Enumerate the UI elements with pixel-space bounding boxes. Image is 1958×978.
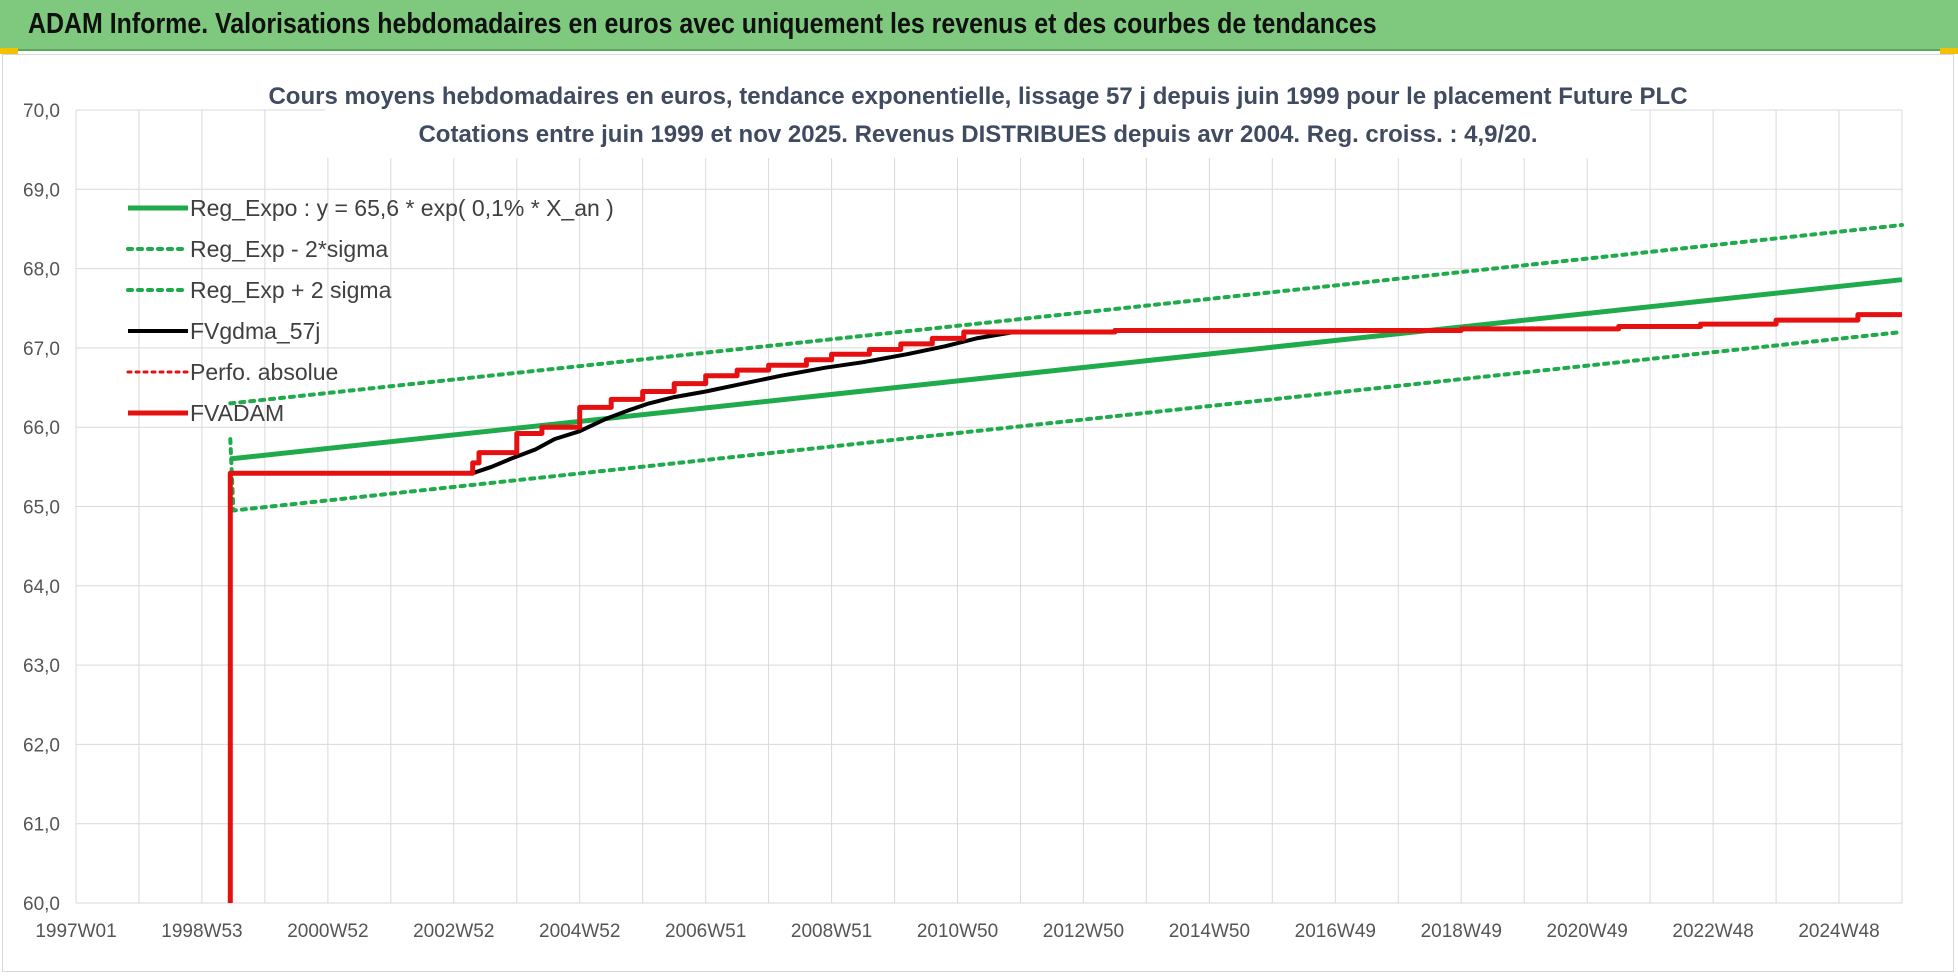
- x-tick-label: 2016W49: [1295, 921, 1376, 942]
- chart-title-box: Cours moyens hebdomadaires en euros, ten…: [268, 72, 1688, 158]
- page-title: ADAM Informe. Valorisations hebdomadaire…: [28, 8, 1377, 40]
- series-line-1: [228, 330, 1904, 513]
- corner-mark-right: [1940, 48, 1958, 54]
- y-tick-label: 61,0: [23, 815, 60, 836]
- y-tick-label: 66,0: [23, 418, 60, 439]
- series-line-2: [228, 223, 1904, 406]
- x-tick-label: 2006W51: [665, 921, 746, 942]
- chart-title: Cours moyens hebdomadaires en euros, ten…: [268, 83, 1687, 110]
- x-tick-label: 1997W01: [35, 921, 116, 942]
- y-tick-label: 62,0: [23, 735, 60, 756]
- x-tick-label: 1998W53: [161, 921, 242, 942]
- y-tick-label: 67,0: [23, 339, 60, 360]
- series-layer: [227, 223, 1904, 903]
- x-tick-label: 2014W50: [1169, 921, 1250, 942]
- x-tick-label: 2004W52: [539, 921, 620, 942]
- x-tick-label: 2024W48: [1798, 921, 1879, 942]
- grid-layer: [75, 109, 1903, 904]
- chart-frame: [2, 54, 1954, 972]
- x-tick-label: 2020W49: [1547, 921, 1628, 942]
- series-line-0: [230, 277, 1903, 462]
- y-tick-label: 70,0: [23, 101, 60, 122]
- x-tick-label: 2022W48: [1672, 921, 1753, 942]
- title-background: [325, 72, 1630, 158]
- x-tick-label: 2000W52: [287, 921, 368, 942]
- x-tick-label: 2012W50: [1043, 921, 1124, 942]
- y-tick-label: 65,0: [23, 498, 60, 519]
- axis-labels: 60,0 61,0 62,0 63,0 64,0 65,0 66,0 67,0 68,0 69,0…: [23, 101, 1880, 942]
- corner-mark-left: [0, 48, 18, 54]
- legend-label: Perfo. absolue: [190, 359, 338, 385]
- chart-subtitle: Cotations entre juin 1999 et nov 2025. R…: [418, 121, 1537, 148]
- x-tick-label: 2008W51: [791, 921, 872, 942]
- y-tick-label: 63,0: [23, 656, 60, 677]
- legend-label: FVADAM: [190, 400, 284, 426]
- y-tick-label: 64,0: [23, 577, 60, 598]
- legend-label: Reg_Expo : y = 65,6 * exp( 0,1% * X_an ): [190, 195, 614, 221]
- header-bar: ADAM Informe. Valorisations hebdomadaire…: [0, 0, 1958, 51]
- x-tick-label: 2002W52: [413, 921, 494, 942]
- y-tick-label: 69,0: [23, 180, 60, 201]
- y-tick-label: 68,0: [23, 260, 60, 281]
- y-tick-label: 60,0: [23, 894, 60, 915]
- series-line-5: [227, 312, 1902, 903]
- legend-label: Reg_Exp - 2*sigma: [190, 236, 388, 262]
- series-line-3: [472, 330, 1015, 476]
- legend: Reg_Expo : y = 65,6 * exp( 0,1% * X_an )…: [126, 195, 614, 426]
- legend-label: Reg_Exp + 2 sigma: [190, 277, 392, 303]
- x-tick-label: 2010W50: [917, 921, 998, 942]
- legend-label: FVgdma_57j: [190, 318, 320, 344]
- x-tick-label: 2018W49: [1421, 921, 1502, 942]
